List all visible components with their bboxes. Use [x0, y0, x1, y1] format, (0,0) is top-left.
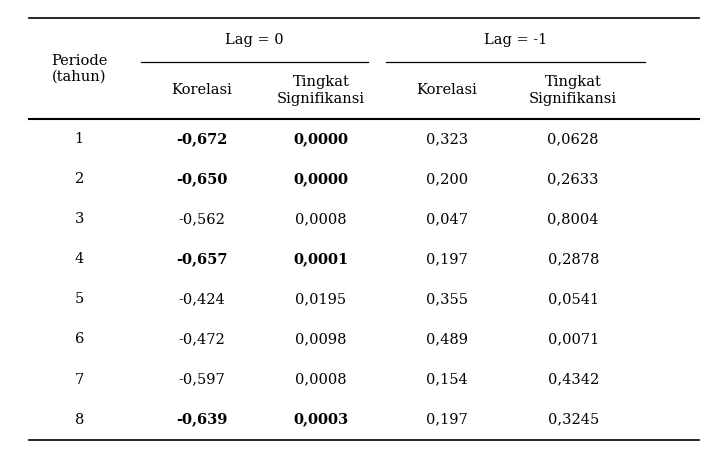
Text: 2: 2	[75, 172, 84, 186]
Text: -0,562: -0,562	[178, 212, 226, 226]
Text: Korelasi: Korelasi	[172, 83, 232, 98]
Text: 0,3245: 0,3245	[547, 413, 599, 427]
Text: 0,4342: 0,4342	[547, 372, 599, 387]
Text: 4: 4	[75, 252, 84, 267]
Text: -0,657: -0,657	[176, 252, 228, 267]
Text: 0,323: 0,323	[426, 132, 468, 146]
Text: 8: 8	[74, 413, 84, 427]
Text: Tingkat
Signifikansi: Tingkat Signifikansi	[277, 76, 365, 105]
Text: -0,424: -0,424	[179, 292, 225, 306]
Text: 7: 7	[75, 372, 84, 387]
Text: 5: 5	[75, 292, 84, 306]
Text: 6: 6	[74, 333, 84, 347]
Text: -0,650: -0,650	[176, 172, 228, 186]
Text: 0,0195: 0,0195	[296, 292, 346, 306]
Text: 0,0008: 0,0008	[295, 212, 347, 226]
Text: Korelasi: Korelasi	[417, 83, 477, 98]
Text: Lag = -1: Lag = -1	[484, 33, 547, 47]
Text: 0,0003: 0,0003	[293, 413, 348, 427]
Text: 0,197: 0,197	[426, 413, 468, 427]
Text: 0,8004: 0,8004	[547, 212, 599, 226]
Text: Periode
(tahun): Periode (tahun)	[51, 54, 107, 84]
Text: -0,472: -0,472	[179, 333, 225, 347]
Text: 0,0000: 0,0000	[293, 172, 348, 186]
Text: Tingkat
Signifikansi: Tingkat Signifikansi	[529, 76, 617, 105]
Text: 1: 1	[75, 132, 84, 146]
Text: 0,0000: 0,0000	[293, 132, 348, 146]
Text: 0,154: 0,154	[426, 372, 468, 387]
Text: 0,489: 0,489	[426, 333, 468, 347]
Text: 0,0071: 0,0071	[547, 333, 599, 347]
Text: 0,0098: 0,0098	[295, 333, 347, 347]
Text: Lag = 0: Lag = 0	[225, 33, 283, 47]
Text: 0,197: 0,197	[426, 252, 468, 267]
Text: 0,0628: 0,0628	[547, 132, 599, 146]
Text: 0,355: 0,355	[426, 292, 468, 306]
Text: 0,200: 0,200	[426, 172, 468, 186]
Text: -0,672: -0,672	[176, 132, 228, 146]
Text: 0,2633: 0,2633	[547, 172, 599, 186]
Text: 0,047: 0,047	[426, 212, 468, 226]
Text: -0,639: -0,639	[176, 413, 228, 427]
Text: -0,597: -0,597	[179, 372, 225, 387]
Text: 0,0001: 0,0001	[293, 252, 348, 267]
Text: 3: 3	[74, 212, 84, 226]
Text: 0,0008: 0,0008	[295, 372, 347, 387]
Text: 0,2878: 0,2878	[547, 252, 599, 267]
Text: 0,0541: 0,0541	[548, 292, 598, 306]
